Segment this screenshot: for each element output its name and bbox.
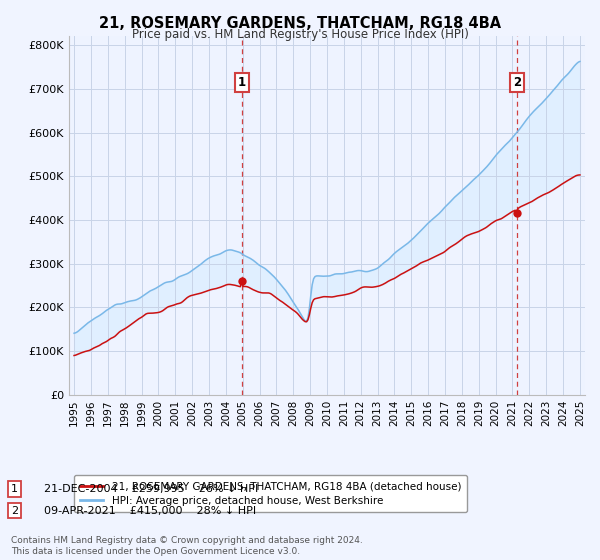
Text: Contains HM Land Registry data © Crown copyright and database right 2024.
This d: Contains HM Land Registry data © Crown c… <box>11 536 362 556</box>
Text: 21-DEC-2004    £259,995    26% ↓ HPI: 21-DEC-2004 £259,995 26% ↓ HPI <box>44 484 258 494</box>
Text: 09-APR-2021    £415,000    28% ↓ HPI: 09-APR-2021 £415,000 28% ↓ HPI <box>44 506 256 516</box>
Text: 21, ROSEMARY GARDENS, THATCHAM, RG18 4BA: 21, ROSEMARY GARDENS, THATCHAM, RG18 4BA <box>99 16 501 31</box>
Text: 1: 1 <box>11 484 18 494</box>
Text: Price paid vs. HM Land Registry's House Price Index (HPI): Price paid vs. HM Land Registry's House … <box>131 28 469 41</box>
Text: 2: 2 <box>11 506 18 516</box>
Legend: 21, ROSEMARY GARDENS, THATCHAM, RG18 4BA (detached house), HPI: Average price, d: 21, ROSEMARY GARDENS, THATCHAM, RG18 4BA… <box>74 475 467 512</box>
Text: 1: 1 <box>238 76 246 89</box>
Text: 2: 2 <box>513 76 521 89</box>
